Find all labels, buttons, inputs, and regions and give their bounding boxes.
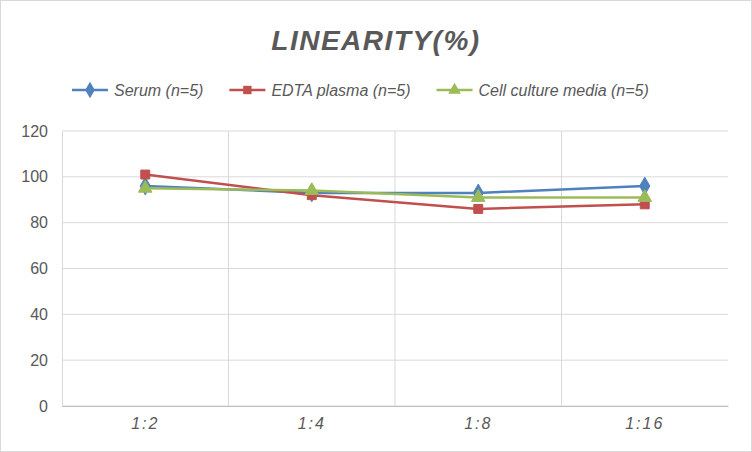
category-separator (228, 131, 229, 406)
series-marker (138, 180, 152, 192)
grid (62, 131, 728, 406)
y-tick: 120 (21, 123, 62, 140)
legend-label: Cell culture media (n=5) (479, 82, 649, 99)
legend: Serum (n=5) EDTA plasma (n=5) Cell culture… (72, 82, 649, 99)
y-tick-label: 100 (21, 168, 48, 185)
chart: LINEARITY(%) 0 20 40 60 80 100 120 1:2 1:4 1:8 1:16… (0, 0, 752, 452)
y-tick: 40 (30, 306, 62, 323)
legend-marker (448, 83, 461, 94)
series-markers (141, 170, 649, 213)
plot-area: 0 20 40 60 80 100 120 1:2 1:4 1:8 1:16 (21, 123, 728, 433)
x-tick: 1:4 (298, 406, 326, 432)
y-tick-label: 20 (30, 352, 48, 369)
legend-item: Cell culture media (n=5) (437, 82, 649, 99)
y-tick-label: 0 (39, 398, 48, 415)
x-tick-label: 1:2 (131, 415, 159, 432)
y-axis-line (62, 132, 63, 407)
y-tick: 60 (30, 260, 62, 277)
series-markers (140, 177, 650, 202)
y-tick-label: 120 (21, 123, 48, 140)
legend-marker (85, 82, 95, 99)
y-axis: 0 20 40 60 80 100 120 (21, 123, 62, 415)
x-tick-label: 1:8 (464, 415, 492, 432)
category-separator (395, 131, 396, 406)
y-tick: 20 (30, 352, 62, 369)
y-tick: 0 (39, 398, 62, 415)
category-separators (229, 131, 562, 406)
legend-item: EDTA plasma (n=5) (229, 82, 410, 99)
x-axis-line (63, 406, 729, 407)
legend-label: EDTA plasma (n=5) (271, 82, 410, 99)
series-line (145, 188, 645, 197)
series-marker (305, 183, 319, 195)
series-marker (141, 170, 150, 179)
legend-item: Serum (n=5) (72, 82, 203, 99)
legend-label: Serum (n=5) (114, 82, 203, 99)
series-markers (138, 180, 651, 201)
x-tick-label: 1:4 (298, 415, 326, 432)
category-separator (561, 131, 562, 406)
x-tick: 1:8 (464, 406, 492, 432)
series-marker (638, 190, 652, 202)
x-tick-label: 1:16 (625, 415, 664, 432)
y-tick: 80 (30, 214, 62, 231)
y-tick-label: 80 (30, 214, 48, 231)
x-tick: 1:2 (131, 406, 159, 432)
chart-border (1, 1, 752, 452)
y-tick-label: 40 (30, 306, 48, 323)
y-tick-label: 60 (30, 260, 48, 277)
series-marker (471, 190, 485, 202)
series-marker (474, 204, 483, 213)
x-tick: 1:16 (625, 406, 664, 432)
legend-marker (243, 86, 251, 94)
chart-title: LINEARITY(%) (271, 25, 480, 56)
x-axis: 1:2 1:4 1:8 1:16 (63, 406, 729, 432)
series-group (138, 170, 651, 213)
y-tick: 100 (21, 168, 62, 185)
series-line (145, 175, 645, 209)
